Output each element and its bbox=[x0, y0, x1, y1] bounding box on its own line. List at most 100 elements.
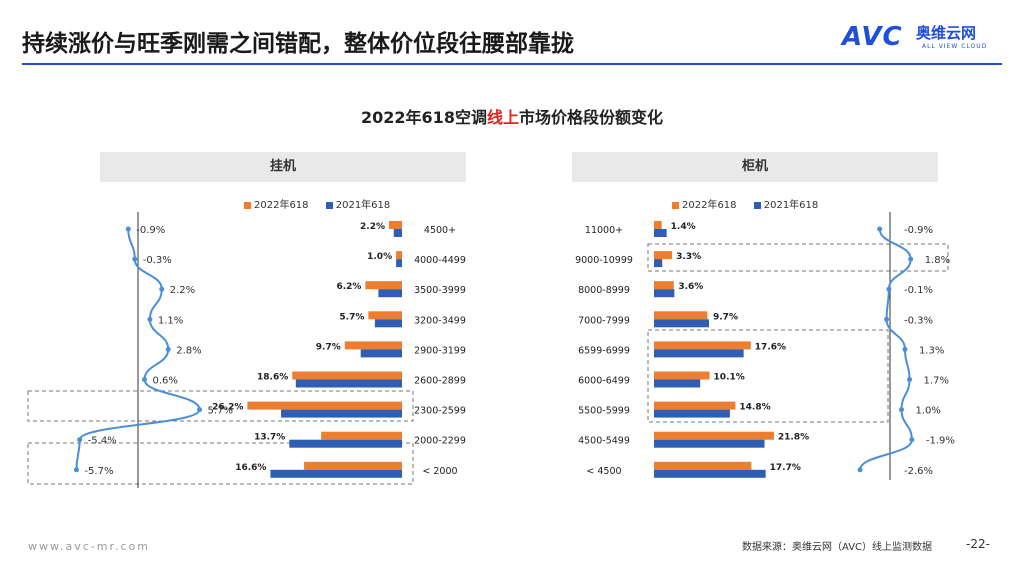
change-label: 1.0% bbox=[916, 406, 941, 417]
bar-value-label: 17.7% bbox=[770, 463, 801, 473]
title-divider bbox=[22, 63, 1002, 65]
bar-2022 bbox=[654, 221, 662, 229]
bar-value-label: 9.7% bbox=[316, 342, 341, 352]
category-label: 3500-3999 bbox=[414, 285, 466, 296]
change-label: -0.3% bbox=[143, 255, 172, 266]
change-point bbox=[909, 437, 915, 443]
bar-2021 bbox=[378, 289, 402, 298]
legend-swatch-2021 bbox=[753, 201, 761, 209]
bar-2021 bbox=[654, 259, 663, 268]
bar-2022 bbox=[654, 251, 673, 260]
change-label: -0.1% bbox=[904, 285, 933, 296]
legend-item-2021: 2021年618 bbox=[753, 200, 818, 211]
change-label: 0.6% bbox=[152, 376, 177, 387]
legend-item-2022: 2022年618 bbox=[244, 200, 309, 211]
change-point bbox=[132, 256, 138, 262]
bar-2022 bbox=[654, 461, 752, 470]
bar-value-label: 1.0% bbox=[367, 252, 392, 262]
category-label: 9000-10999 bbox=[575, 255, 633, 266]
change-point bbox=[886, 286, 892, 292]
category-label: 4500-5499 bbox=[578, 436, 630, 447]
bar-value-label: 6.2% bbox=[336, 282, 361, 292]
footer-source: 数据来源：奥维云网（AVC）线上监测数据 bbox=[742, 542, 933, 553]
category-label: 4000-4499 bbox=[414, 255, 466, 266]
panel-title-floor-unit: 柜机 bbox=[572, 152, 938, 182]
bar-2022 bbox=[396, 251, 402, 260]
bar-2022 bbox=[365, 281, 402, 290]
category-label: 6000-6499 bbox=[578, 376, 630, 387]
logo-english: ALL VIEW CLOUD bbox=[922, 43, 988, 50]
legend-swatch-2021 bbox=[325, 201, 333, 209]
legend-floor-unit: 2022年618 2021年618 bbox=[672, 196, 832, 211]
bar-2022 bbox=[321, 431, 402, 440]
bar-2021 bbox=[360, 349, 402, 358]
category-label: 7000-7999 bbox=[578, 315, 630, 326]
bar-2022 bbox=[654, 281, 674, 290]
bar-2022 bbox=[304, 461, 402, 470]
category-label: 5500-5999 bbox=[578, 406, 630, 417]
change-point bbox=[877, 226, 883, 232]
change-label: -0.3% bbox=[904, 315, 933, 326]
page-number: -22- bbox=[966, 537, 990, 551]
category-label: 2300-2599 bbox=[414, 406, 466, 417]
change-point bbox=[159, 286, 165, 292]
category-label: 4500+ bbox=[424, 225, 456, 236]
bar-2022 bbox=[292, 371, 402, 380]
bar-2021 bbox=[374, 319, 402, 328]
bar-2022 bbox=[654, 371, 710, 380]
bar-value-label: 21.8% bbox=[778, 433, 809, 443]
bar-2022 bbox=[368, 311, 402, 320]
bar-2021 bbox=[654, 319, 709, 328]
legend-swatch-2022 bbox=[244, 201, 251, 209]
bar-2022 bbox=[389, 221, 402, 229]
highlight-box bbox=[647, 329, 889, 423]
bar-2022 bbox=[654, 311, 708, 320]
change-point bbox=[197, 407, 203, 413]
chart-title-highlight: 线上 bbox=[486, 108, 519, 127]
category-label: < 2000 bbox=[422, 466, 457, 477]
bar-value-label: 14.8% bbox=[739, 403, 770, 413]
bar-value-label: 3.6% bbox=[678, 282, 703, 292]
bar-2021 bbox=[654, 229, 667, 237]
change-label: 5.7% bbox=[208, 406, 233, 417]
change-label: -5.7% bbox=[84, 466, 113, 477]
slide-title: 持续涨价与旺季刚需之间错配，整体价位段往腰部靠拢 bbox=[22, 31, 574, 57]
change-label: -1.9% bbox=[926, 436, 955, 447]
bar-2021 bbox=[393, 229, 402, 237]
change-label: 2.8% bbox=[176, 345, 201, 356]
bar-2022 bbox=[654, 431, 774, 440]
bar-2021 bbox=[654, 289, 675, 298]
chart-title-pre: 2022年618空调 bbox=[361, 108, 487, 127]
change-label: 2.2% bbox=[170, 285, 195, 296]
legend-swatch-2022 bbox=[672, 201, 679, 209]
category-label: 3200-3499 bbox=[414, 315, 466, 326]
avc-logo: AVC 奥维云网 ALL VIEW CLOUD bbox=[842, 22, 1002, 56]
bar-value-label: 26.2% bbox=[212, 403, 243, 413]
change-point bbox=[908, 256, 914, 262]
category-label: 2900-3199 bbox=[414, 345, 466, 356]
change-label: -5.4% bbox=[88, 436, 117, 447]
change-point bbox=[902, 346, 908, 352]
change-label: 1.3% bbox=[919, 345, 944, 356]
legend-item-2022: 2022年618 bbox=[672, 200, 737, 211]
bar-2021 bbox=[654, 409, 730, 418]
bar-value-label: 17.6% bbox=[755, 342, 786, 352]
bar-value-label: 18.6% bbox=[257, 373, 288, 383]
bar-value-label: 16.6% bbox=[235, 463, 266, 473]
category-label: 11000+ bbox=[585, 225, 623, 236]
bar-value-label: 5.7% bbox=[339, 312, 364, 322]
highlight-box bbox=[647, 243, 949, 272]
change-point bbox=[899, 407, 904, 413]
category-label: < 4500 bbox=[586, 466, 621, 477]
bar-value-label: 10.1% bbox=[714, 373, 745, 383]
highlight-box bbox=[27, 390, 414, 422]
bar-value-label: 3.3% bbox=[676, 252, 701, 262]
bar-value-label: 2.2% bbox=[360, 222, 385, 232]
category-label: 2000-2299 bbox=[414, 436, 466, 447]
change-label: -2.6% bbox=[904, 466, 933, 477]
change-point bbox=[73, 467, 79, 473]
change-point bbox=[884, 316, 890, 322]
bar-value-label: 1.4% bbox=[671, 222, 696, 232]
change-point bbox=[141, 377, 147, 382]
bar-2021 bbox=[281, 409, 402, 418]
